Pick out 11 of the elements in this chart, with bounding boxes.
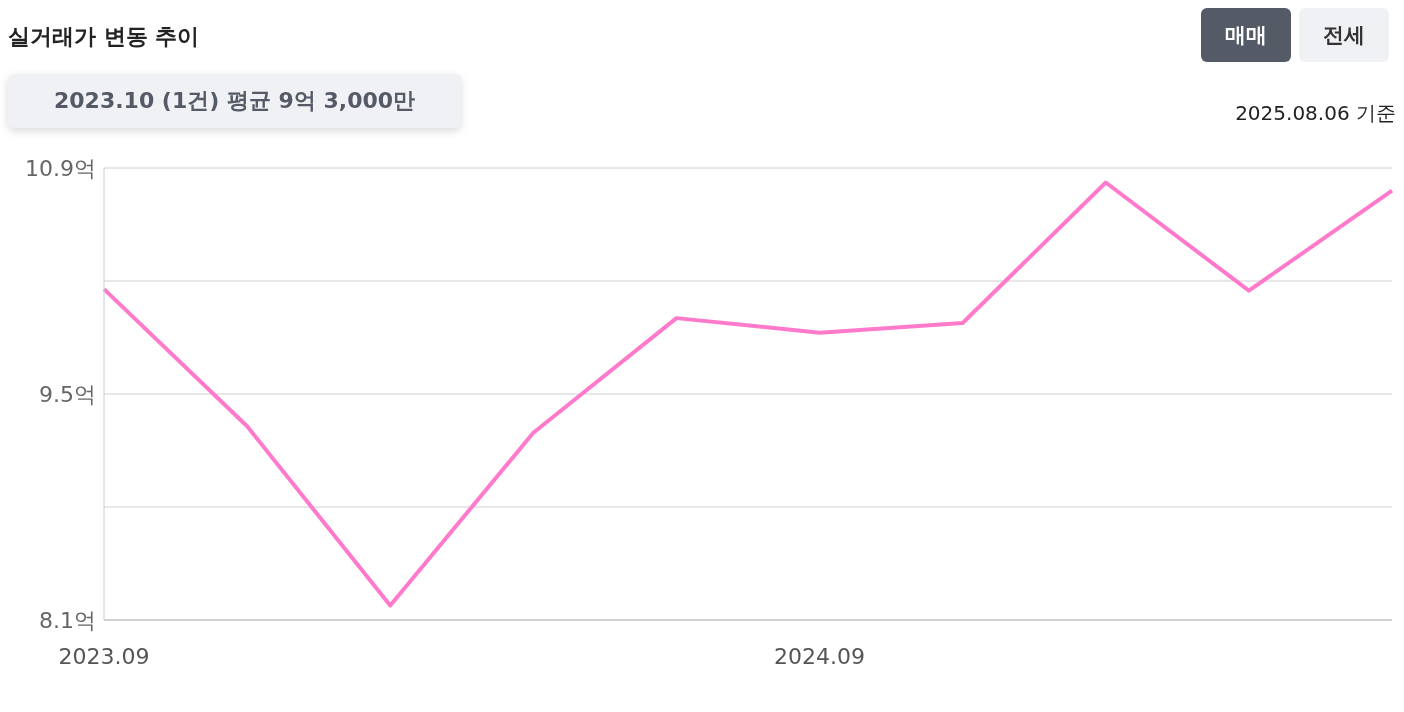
y-tick-label: 10.9억 xyxy=(25,155,96,181)
line-series xyxy=(102,180,1394,608)
text: 2023.10 (1건) 평균 9억 3,000만 xyxy=(8,74,462,128)
text: 2025.08.06 기준 xyxy=(1235,100,1396,127)
y-tick-label: 9.5억 xyxy=(39,381,96,407)
toggle-button: 전세 xyxy=(1299,8,1389,62)
y-tick-label: 8.1억 xyxy=(39,607,96,633)
x-tick-label: 2024.09 xyxy=(774,643,866,669)
toggle-button: 매매 xyxy=(1201,8,1291,62)
chart-title: 실거래가 변동 추이 xyxy=(8,23,200,51)
x-tick-label: 2023.09 xyxy=(58,643,150,669)
